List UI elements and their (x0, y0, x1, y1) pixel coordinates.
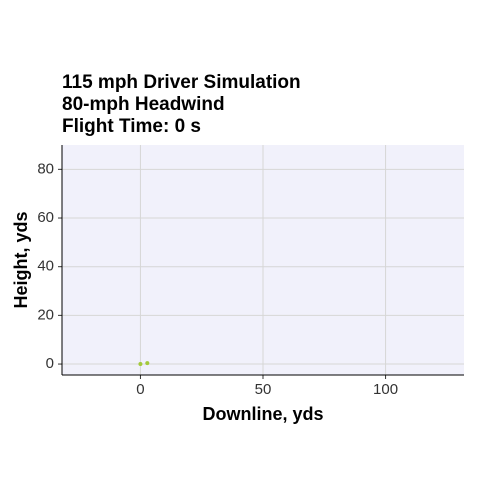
y-tick-label: 40 (37, 258, 54, 275)
data-point (145, 361, 150, 366)
y-axis-title: Height, yds (11, 211, 31, 308)
y-tick-label: 60 (37, 209, 54, 226)
chart-title: 80-mph Headwind (62, 94, 225, 115)
x-tick-label: 0 (136, 381, 144, 398)
x-tick-label: 50 (255, 381, 272, 398)
y-tick-label: 80 (37, 160, 54, 177)
y-tick-label: 0 (46, 355, 54, 372)
data-point (138, 362, 143, 367)
chart-title: Flight Time: 0 s (62, 116, 201, 137)
y-tick-label: 20 (37, 306, 54, 323)
x-tick-label: 100 (373, 381, 398, 398)
chart-title: 115 mph Driver Simulation (62, 72, 301, 93)
x-axis-title: Downline, yds (202, 404, 323, 424)
